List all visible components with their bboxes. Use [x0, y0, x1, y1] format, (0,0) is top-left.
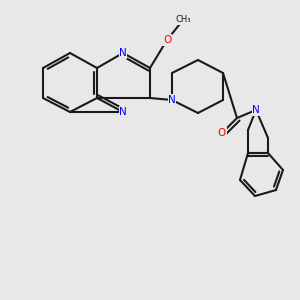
Text: O: O: [163, 35, 171, 45]
Text: N: N: [168, 95, 176, 105]
Text: N: N: [119, 48, 127, 58]
Text: N: N: [252, 105, 260, 115]
Text: CH₃: CH₃: [175, 16, 191, 25]
Text: O: O: [218, 128, 226, 138]
Text: N: N: [119, 107, 127, 117]
